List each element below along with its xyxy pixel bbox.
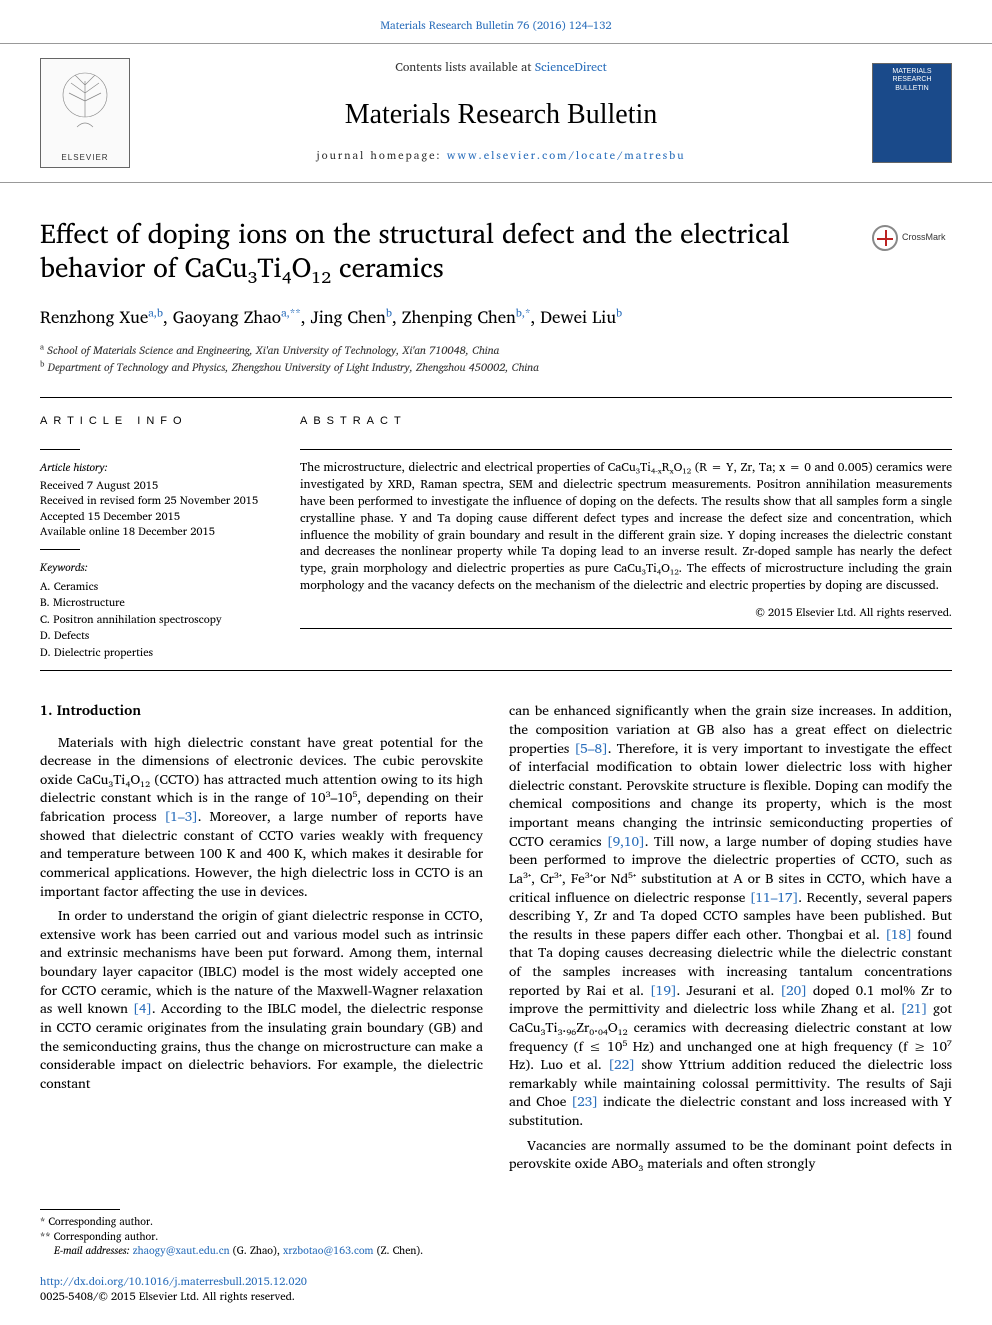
brand-row: ELSEVIER Contents lists available at Sci… — [0, 43, 992, 182]
header-citation: Materials Research Bulletin 76 (2016) 12… — [0, 0, 992, 43]
keyword: A. Ceramics — [40, 578, 275, 595]
history-line: Available online 18 December 2015 — [40, 524, 275, 539]
footnote-line: * Corresponding author. — [40, 1214, 952, 1229]
email-link[interactable]: zhaogy@xaut.edu.cn — [133, 1241, 230, 1259]
keyword: C. Positron annihilation spectroscopy — [40, 611, 275, 628]
abstract-copyright: © 2015 Elsevier Ltd. All rights reserved… — [300, 595, 952, 620]
contents-line: Contents lists available at ScienceDirec… — [130, 54, 872, 89]
issn-line: 0025-5408/© 2015 Elsevier Ltd. All right… — [40, 1289, 952, 1304]
footnotes: * Corresponding author. ** Corresponding… — [0, 1179, 992, 1258]
article-title: Effect of doping ions on the structural … — [40, 217, 862, 285]
affiliations: a School of Materials Science and Engine… — [0, 330, 992, 375]
keyword: D. Defects — [40, 627, 275, 644]
body-paragraph: Vacancies are normally assumed to be the… — [509, 1136, 952, 1173]
column-left: 1. Introduction Materials with high diel… — [40, 701, 483, 1179]
abstract-text: The microstructure, dielectric and elect… — [300, 460, 952, 594]
section-heading: 1. Introduction — [40, 701, 483, 732]
article-info-block: ARTICLE INFO Article history: Received 7… — [40, 398, 300, 660]
column-right: can be enhanced significantly when the g… — [509, 701, 952, 1179]
journal-homepage: journal homepage: www.elsevier.com/locat… — [130, 148, 872, 171]
keyword: D. Dielectric properties — [40, 644, 275, 661]
authors: Renzhong Xuea,b, Gaoyang Zhaoa,**, Jing … — [0, 284, 992, 330]
email-link[interactable]: xrzbotao@163.com — [283, 1241, 374, 1259]
crossmark-icon — [872, 225, 898, 251]
article-info-heading: ARTICLE INFO — [40, 414, 275, 439]
body-paragraph: can be enhanced significantly when the g… — [509, 701, 952, 1129]
keywords-title: Keywords: — [40, 560, 275, 577]
abstract-block: ABSTRACT The microstructure, dielectric … — [300, 398, 952, 660]
journal-name: Materials Research Bulletin — [130, 89, 872, 148]
keyword: B. Microstructure — [40, 594, 275, 611]
journal-cover: MATERIALS RESEARCH BULLETIN — [872, 63, 952, 163]
doi-block: http://dx.doi.org/10.1016/j.materresbull… — [0, 1258, 992, 1325]
body-paragraph: Materials with high dielectric constant … — [40, 733, 483, 901]
elsevier-tree-icon — [55, 71, 115, 143]
abstract-heading: ABSTRACT — [300, 414, 952, 439]
footnote-emails: E-mail addresses: zhaogy@xaut.edu.cn (G.… — [40, 1243, 952, 1258]
elsevier-logo: ELSEVIER — [40, 58, 130, 168]
brand-center: Contents lists available at ScienceDirec… — [130, 44, 872, 181]
body-paragraph: In order to understand the origin of gia… — [40, 906, 483, 1092]
journal-homepage-link[interactable]: www.elsevier.com/locate/matresbu — [447, 146, 686, 164]
crossmark-badge[interactable]: CrossMark — [872, 225, 952, 251]
sciencedirect-link[interactable]: ScienceDirect — [535, 58, 607, 77]
